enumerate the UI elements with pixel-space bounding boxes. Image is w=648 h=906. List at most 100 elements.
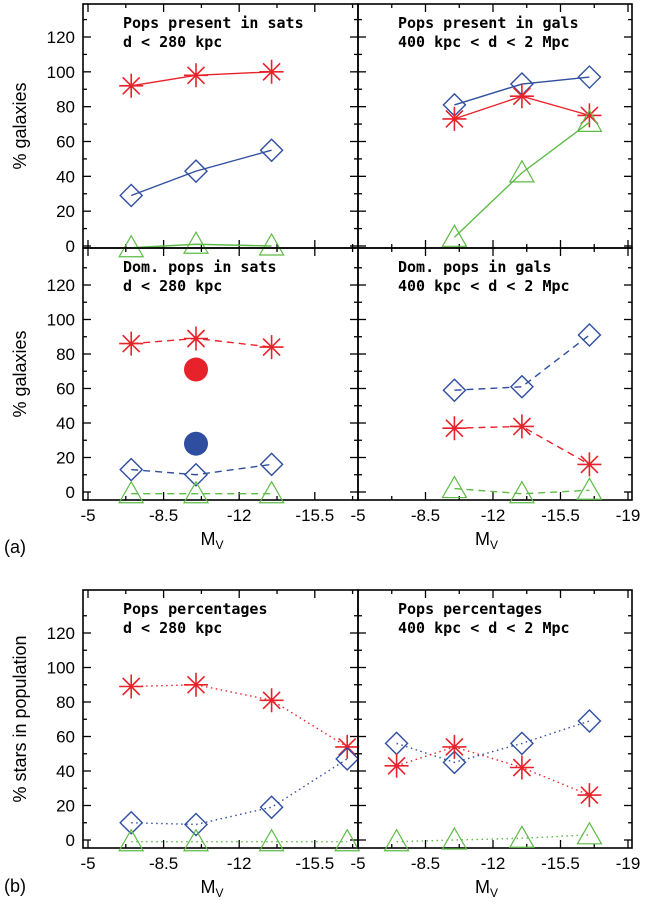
star-marker bbox=[384, 753, 409, 778]
plot-frame bbox=[357, 247, 633, 501]
star-marker bbox=[509, 414, 534, 439]
panel-title: Dom. pops in sats bbox=[123, 258, 277, 276]
triangle-marker bbox=[508, 825, 535, 848]
x-axis-label: MV bbox=[201, 877, 224, 900]
y-tick-label: 80 bbox=[56, 693, 75, 712]
panel-title: Pops percentages bbox=[123, 600, 268, 618]
x-tick-label: -5 bbox=[80, 854, 95, 873]
series-blue-diamond bbox=[119, 746, 360, 837]
y-axis-label: % stars in population bbox=[10, 635, 30, 802]
series-green-triangle bbox=[118, 231, 285, 258]
y-tick-label: 120 bbox=[47, 624, 75, 643]
panel-title: d < 280 kpc bbox=[123, 619, 222, 637]
series-red-star bbox=[119, 59, 284, 98]
y-tick-label: 40 bbox=[56, 414, 75, 433]
panel-title: Pops percentages bbox=[398, 600, 543, 618]
y-tick-label: 0 bbox=[66, 237, 75, 256]
triangle-marker bbox=[182, 231, 210, 254]
series-red-star bbox=[384, 734, 602, 808]
panel-b_l: 0 20 40 60 80 100 120 -5 -8.5 -12 -15.5 MV % stars i… bbox=[10, 589, 361, 900]
x-tick-label: -8.5 bbox=[149, 506, 178, 525]
x-tick-label: -12 bbox=[227, 854, 252, 873]
y-tick-label: 120 bbox=[47, 28, 75, 47]
series-red-star bbox=[442, 414, 602, 477]
panel-a_bl: 0 20 40 60 80 100 120 -5 -8.5 -12 -15.5 MV % galaxie… bbox=[10, 247, 359, 552]
diamond-marker bbox=[577, 323, 602, 348]
panel-group-label-b: (b) bbox=[4, 876, 26, 896]
diamond-marker bbox=[184, 159, 208, 184]
diamond-marker bbox=[509, 731, 534, 756]
triangle-marker bbox=[182, 480, 210, 504]
diamond-marker bbox=[184, 462, 208, 487]
star-marker bbox=[119, 674, 144, 699]
series-blue-diamond bbox=[119, 138, 284, 208]
y-tick-label: 40 bbox=[56, 167, 75, 186]
y-tick-label: 0 bbox=[66, 831, 75, 850]
x-tick-label: -15.5 bbox=[541, 854, 580, 873]
triangle-marker bbox=[383, 828, 410, 852]
y-tick-label: 0 bbox=[66, 483, 75, 502]
triangle-marker bbox=[258, 480, 285, 504]
x-tick-label: -12 bbox=[481, 506, 506, 525]
x-tick-label: -8.5 bbox=[149, 854, 178, 873]
x-tick-label: -15.5 bbox=[295, 854, 334, 873]
diamond-marker bbox=[184, 812, 208, 837]
series-line bbox=[454, 487, 590, 495]
panel-a_tl: 0 20 40 60 80 100 120 % galaxies Pops present in… bbox=[10, 3, 359, 258]
series-red-dot bbox=[184, 357, 208, 382]
x-tick-label: -8.5 bbox=[411, 506, 440, 525]
star-marker bbox=[509, 84, 534, 109]
panel-title: d < 280 kpc bbox=[123, 277, 222, 295]
diamond-marker bbox=[259, 452, 284, 477]
x-axis-label: MV bbox=[475, 529, 498, 552]
panel-title: 400 kpc < d < 2 Mpc bbox=[398, 33, 570, 51]
series-line bbox=[454, 334, 590, 391]
series-green-triangle bbox=[441, 109, 603, 247]
series-line bbox=[131, 71, 272, 87]
star-marker bbox=[509, 755, 534, 780]
series-line bbox=[131, 684, 348, 748]
y-axis-label: % galaxies bbox=[10, 330, 30, 417]
triangle-marker bbox=[258, 232, 285, 256]
x-tick-label: -15.5 bbox=[541, 506, 580, 525]
star-marker bbox=[442, 734, 467, 759]
star-marker bbox=[184, 326, 208, 351]
series-blue-diamond bbox=[384, 708, 602, 775]
star-marker bbox=[577, 103, 602, 128]
dot-marker bbox=[184, 431, 208, 456]
y-tick-label: 120 bbox=[47, 276, 75, 295]
series-line bbox=[130, 149, 272, 197]
star-marker bbox=[259, 335, 284, 360]
y-axis-label: % galaxies bbox=[10, 82, 30, 169]
star-marker bbox=[577, 452, 602, 477]
star-marker bbox=[119, 73, 144, 98]
y-tick-label: 20 bbox=[56, 449, 75, 468]
x-tick-label: -5 bbox=[80, 506, 95, 525]
y-tick-label: 20 bbox=[56, 202, 75, 221]
diamond-marker bbox=[577, 65, 602, 90]
x-tick-label: -19 bbox=[616, 854, 641, 873]
triangle-marker bbox=[576, 477, 603, 500]
y-tick-label: 60 bbox=[56, 728, 75, 747]
series-line bbox=[454, 76, 590, 106]
series-line bbox=[131, 243, 272, 249]
triangle-marker bbox=[441, 826, 468, 850]
triangle-marker bbox=[182, 828, 210, 852]
series-green-triangle bbox=[118, 828, 361, 852]
star-marker bbox=[259, 59, 284, 84]
series-green-triangle bbox=[118, 480, 285, 504]
triangle-marker bbox=[258, 828, 285, 852]
series-blue-diamond bbox=[442, 323, 602, 403]
series-green-triangle bbox=[383, 821, 603, 852]
star-marker bbox=[184, 672, 208, 697]
triangle-marker bbox=[576, 109, 603, 132]
y-tick-label: 80 bbox=[56, 98, 75, 117]
series-green-triangle bbox=[441, 475, 603, 504]
triangle-marker bbox=[441, 224, 468, 247]
y-tick-label: 80 bbox=[56, 345, 75, 364]
triangle-marker bbox=[576, 821, 603, 845]
star-marker bbox=[184, 63, 208, 88]
series-line bbox=[396, 720, 590, 764]
